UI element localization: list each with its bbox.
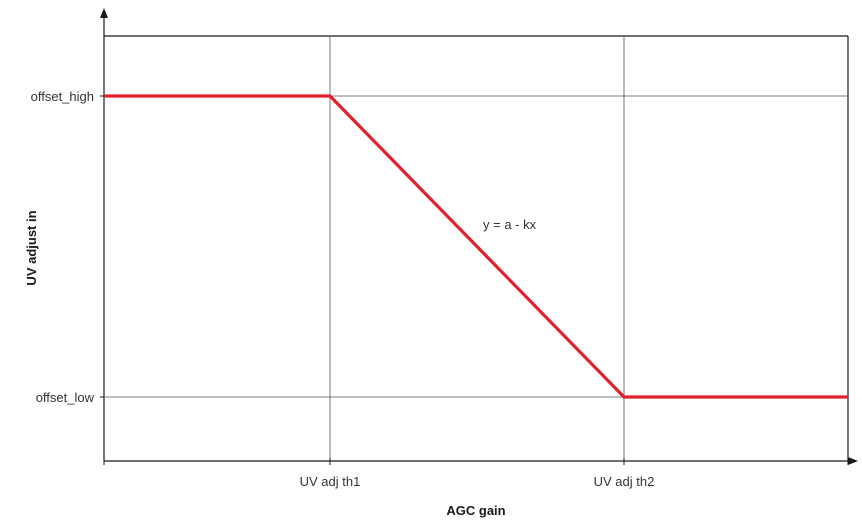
y-axis-title: UV adjust in bbox=[24, 210, 39, 285]
series-line bbox=[104, 94, 848, 399]
y-tick-label-offset-high: offset_high bbox=[31, 89, 94, 104]
equation-annotation: y = a - kx bbox=[483, 217, 537, 232]
x-tick-label-th2: UV adj th2 bbox=[594, 474, 655, 489]
x-tick-label-th1: UV adj th1 bbox=[300, 474, 361, 489]
y-axis-arrow bbox=[100, 8, 108, 18]
x-axis-arrow bbox=[848, 457, 858, 465]
y-tick-label-offset-low: offset_low bbox=[36, 390, 95, 405]
x-axis-title: AGC gain bbox=[446, 503, 505, 518]
